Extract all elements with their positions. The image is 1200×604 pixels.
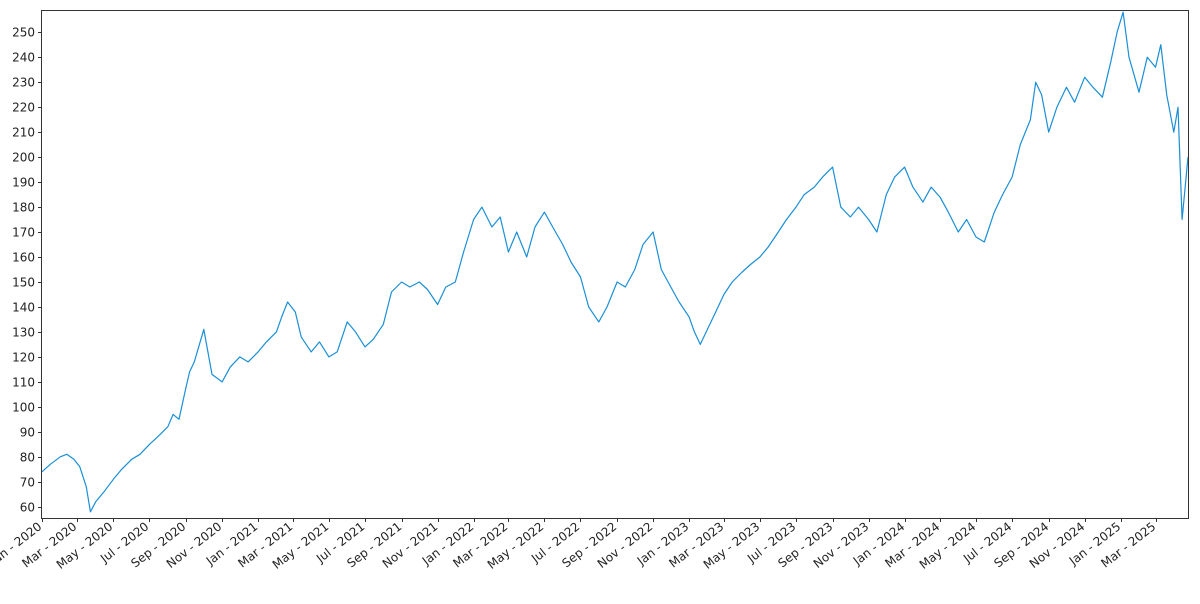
y-tick-label: 200 [12, 151, 35, 165]
y-tick-label: 250 [12, 26, 35, 40]
y-axis: 60 70 80 90 100 110 120 130 140 150 160 170 180 190 20… [12, 26, 42, 515]
y-tick-label: 220 [12, 101, 35, 115]
y-tick-label: 120 [12, 351, 35, 365]
series-line-0 [42, 11, 1188, 513]
y-tick-label: 130 [12, 326, 35, 340]
y-tick-label: 90 [20, 426, 35, 440]
y-tick-label: 240 [12, 51, 35, 65]
series-layer [42, 11, 1188, 513]
plot-frame [41, 10, 1189, 519]
y-tick-label: 210 [12, 126, 35, 140]
y-tick-label: 230 [12, 76, 35, 90]
y-tick-label: 110 [12, 376, 35, 390]
y-tick-label: 180 [12, 201, 35, 215]
y-tick-label: 60 [20, 501, 35, 515]
y-tick-label: 190 [12, 176, 35, 190]
y-tick-label: 150 [12, 276, 35, 290]
y-tick-label: 160 [12, 251, 35, 265]
y-tick-label: 80 [20, 451, 35, 465]
y-tick-label: 100 [12, 401, 35, 415]
y-tick-label: 170 [12, 226, 35, 240]
y-tick-label: 70 [20, 476, 35, 490]
y-tick-label: 140 [12, 301, 35, 315]
